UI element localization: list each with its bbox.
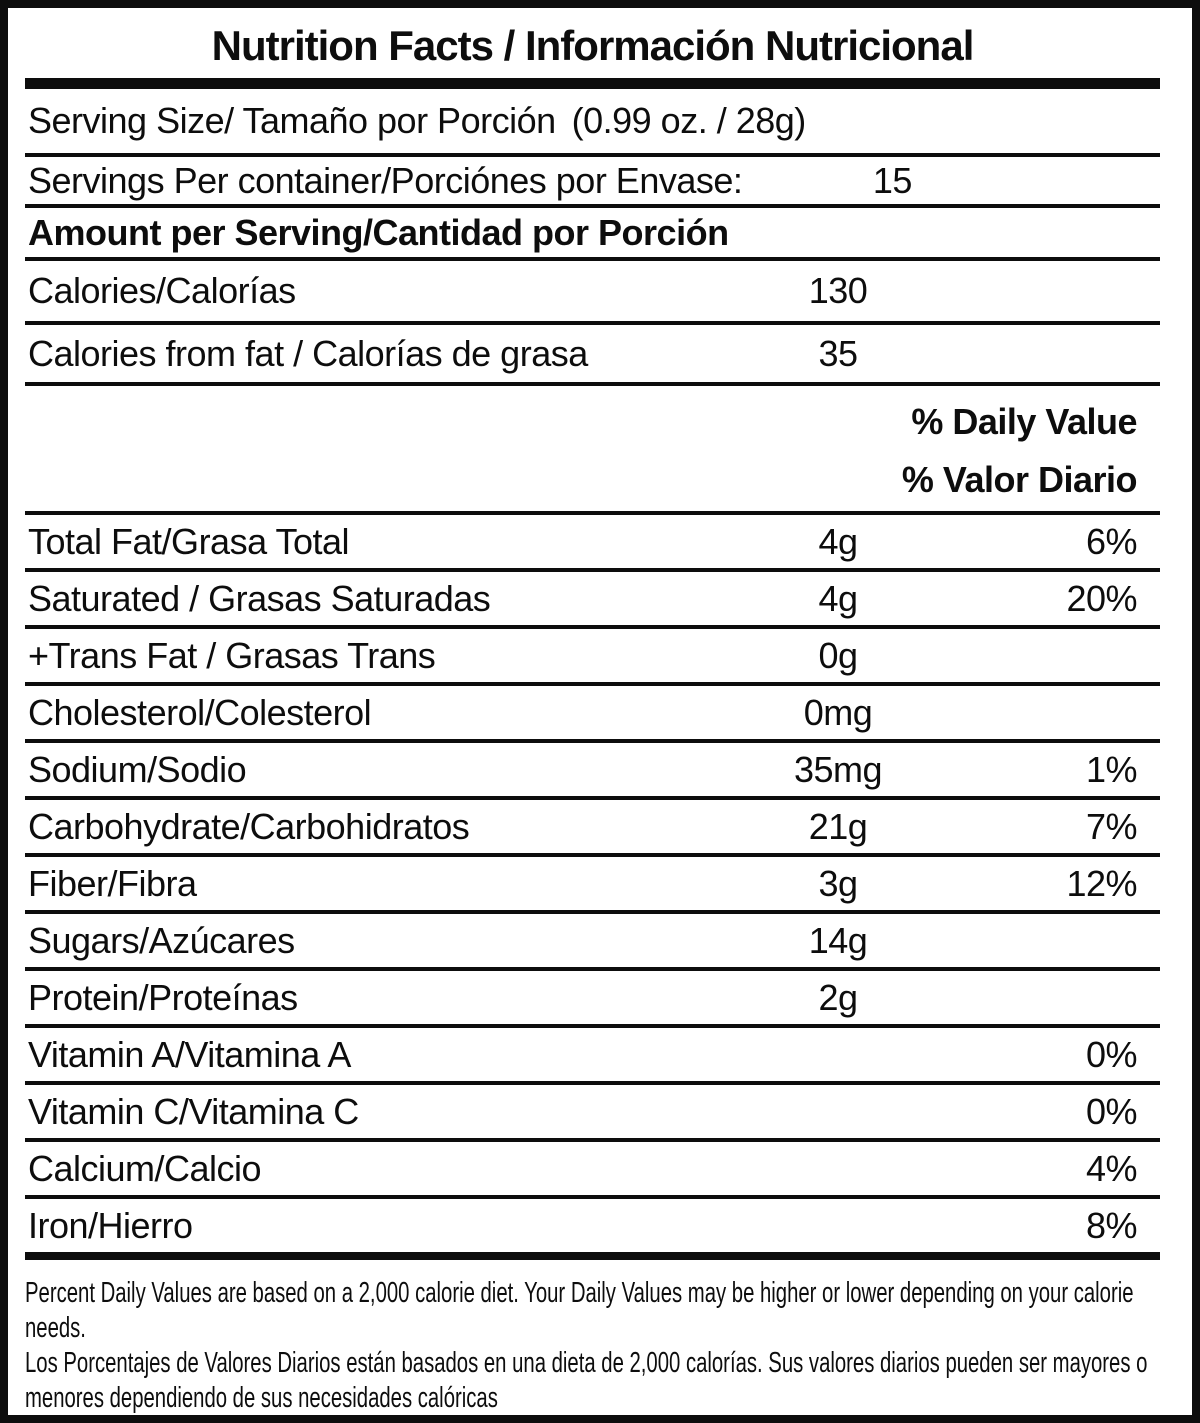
nutrient-daily-value: 4% (1085, 1147, 1138, 1189)
nutrient-amount: 35mg (793, 748, 883, 790)
nutrient-amount: 4g (818, 520, 858, 562)
amount-per-serving-heading: Amount per Serving/Cantidad por Porción (28, 211, 729, 253)
calories-from-fat-amount: 35 (818, 332, 858, 374)
nutrient-daily-value: 7% (1085, 805, 1138, 847)
daily-value-header-es: % Valor Diario (901, 458, 1138, 500)
nutrient-row-vitamin-a: Vitamin A/Vitamina A 0% (25, 1028, 1160, 1086)
nutrient-daily-value: 8% (1085, 1204, 1138, 1246)
nutrient-label: +Trans Fat / Grasas Trans (28, 634, 436, 676)
nutrient-daily-value: 0% (1085, 1090, 1138, 1132)
calories-row: Calories/Calorías 130 (25, 261, 1160, 325)
footnotes: Percent Daily Values are based on a 2,00… (25, 1260, 1160, 1416)
nutrient-row-calcium: Calcium/Calcio 4% (25, 1142, 1160, 1200)
nutrient-label: Vitamin A/Vitamina A (28, 1033, 351, 1075)
daily-value-header: % Daily Value % Valor Diario (25, 386, 1160, 516)
nutrient-row-total-fat: Total Fat/Grasa Total 4g 6% (25, 515, 1160, 573)
nutrient-daily-value: 12% (1066, 862, 1137, 904)
nutrient-label: Iron/Hierro (28, 1204, 193, 1246)
nutrient-row-saturated-fat: Saturated / Grasas Saturadas 4g 20% (25, 572, 1160, 630)
nutrient-label: Protein/Proteínas (28, 976, 298, 1018)
serving-size-label: Serving Size/ Tamaño por Porción (28, 100, 556, 142)
serving-size-row: Serving Size/ Tamaño por Porción (0.99 oz… (25, 89, 1160, 157)
nutrient-row-trans-fat: +Trans Fat / Grasas Trans 0g (25, 629, 1160, 687)
servings-per-container-value: 15 (872, 159, 913, 201)
nutrient-row-vitamin-c: Vitamin C/Vitamina C 0% (25, 1085, 1160, 1143)
daily-value-header-en: % Daily Value (911, 401, 1137, 442)
nutrient-row-protein: Protein/Proteínas 2g (25, 971, 1160, 1029)
calories-from-fat-row: Calories from fat / Calorías de grasa 35 (25, 325, 1160, 386)
nutrient-label: Fiber/Fibra (28, 862, 197, 904)
nutrient-label: Total Fat/Grasa Total (28, 520, 350, 562)
nutrient-daily-value: 6% (1085, 520, 1138, 562)
nutrient-label: Carbohydrate/Carbohidratos (28, 805, 470, 847)
nutrient-row-iron: Iron/Hierro 8% (25, 1199, 1160, 1261)
nutrient-amount: 21g (808, 805, 868, 847)
footnote-es: Los Porcentajes de Valores Diarios están… (25, 1347, 1148, 1415)
serving-size-text: Serving Size/ Tamaño por Porción (0.99 oz… (25, 101, 1160, 141)
nutrient-daily-value: 20% (1066, 577, 1137, 619)
nutrient-row-fiber: Fiber/Fibra 3g 12% (25, 857, 1160, 915)
nutrient-amount: 3g (818, 862, 858, 904)
title-separator-bar (25, 78, 1160, 89)
nutrient-label: Vitamin C/Vitamina C (28, 1090, 359, 1132)
calories-label: Calories/Calorías (28, 270, 296, 312)
nutrient-amount: 4g (818, 577, 858, 619)
nutrient-daily-value: 0% (1085, 1033, 1138, 1075)
serving-size-value: (0.99 oz. / 28g) (571, 100, 807, 142)
nutrient-amount: 14g (808, 919, 868, 961)
nutrient-label: Sugars/Azúcares (28, 919, 295, 961)
servings-per-container-row: Servings Per container/Porciónes por Env… (25, 157, 1160, 208)
label-title: Nutrition Facts / Información Nutriciona… (211, 22, 975, 69)
amount-per-serving-heading-row: Amount per Serving/Cantidad por Porción (25, 208, 1160, 261)
nutrient-daily-value: 1% (1085, 748, 1138, 790)
nutrient-row-sugars: Sugars/Azúcares 14g (25, 914, 1160, 972)
footnote-en: Percent Daily Values are based on a 2,00… (25, 1277, 1134, 1345)
nutrient-amount: 2g (818, 976, 858, 1018)
label-content: Nutrition Facts / Información Nutriciona… (25, 0, 1160, 1416)
nutrient-row-sodium: Sodium/Sodio 35mg 1% (25, 743, 1160, 801)
nutrient-label: Saturated / Grasas Saturadas (28, 577, 491, 619)
nutrient-label: Sodium/Sodio (28, 748, 247, 790)
nutrient-row-cholesterol: Cholesterol/Colesterol 0mg (25, 686, 1160, 744)
servings-per-container-label: Servings Per container/Porciónes por Env… (28, 159, 743, 201)
nutrient-amount: 0g (818, 634, 858, 676)
calories-amount: 130 (808, 270, 868, 312)
nutrient-label: Cholesterol/Colesterol (28, 691, 372, 733)
calories-from-fat-label: Calories from fat / Calorías de grasa (28, 332, 588, 374)
nutrient-label: Calcium/Calcio (28, 1147, 262, 1189)
nutrient-amount: 0mg (803, 691, 873, 733)
nutrient-row-carbohydrate: Carbohydrate/Carbohidratos 21g 7% (25, 800, 1160, 858)
